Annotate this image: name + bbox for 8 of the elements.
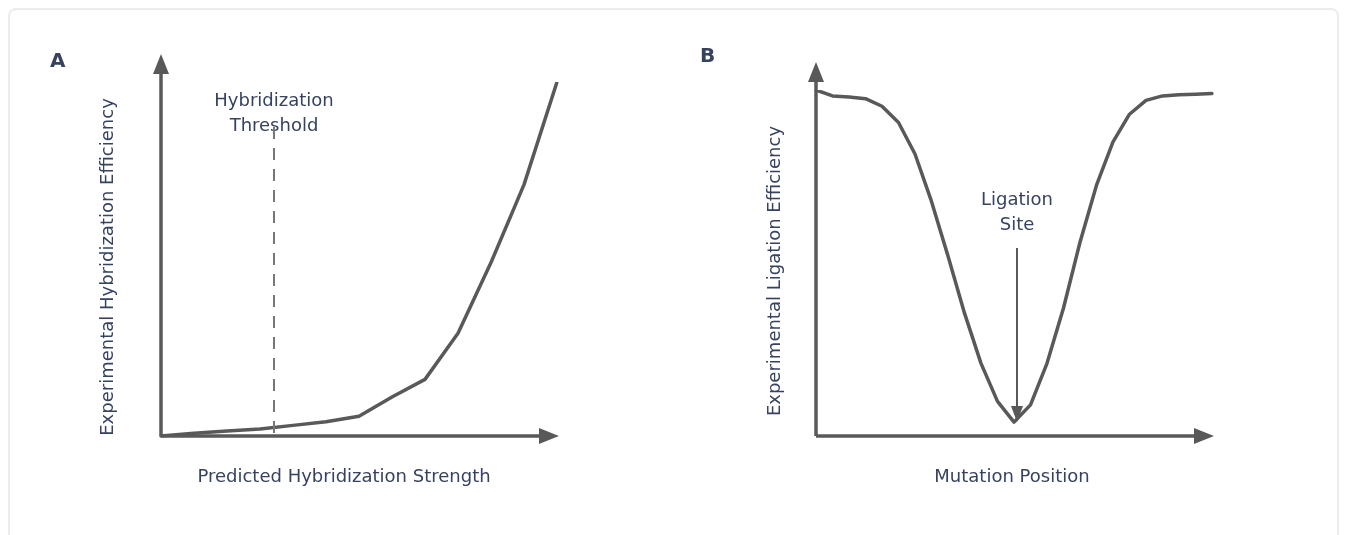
annotation: Ligation Site: [981, 188, 1053, 234]
x-axis-title: Predicted Hybridization Strength: [197, 465, 491, 486]
chart-title: A: [50, 48, 66, 72]
x-axis-title: Mutation Position: [934, 465, 1090, 486]
annotation: Hybridization Threshold: [214, 89, 334, 135]
chart-title: B: [700, 43, 716, 67]
y-axis-title: Experimental Hybridization Efficiency: [96, 97, 117, 436]
y-axis-title: Experimental Ligation Efficiency: [763, 125, 784, 417]
